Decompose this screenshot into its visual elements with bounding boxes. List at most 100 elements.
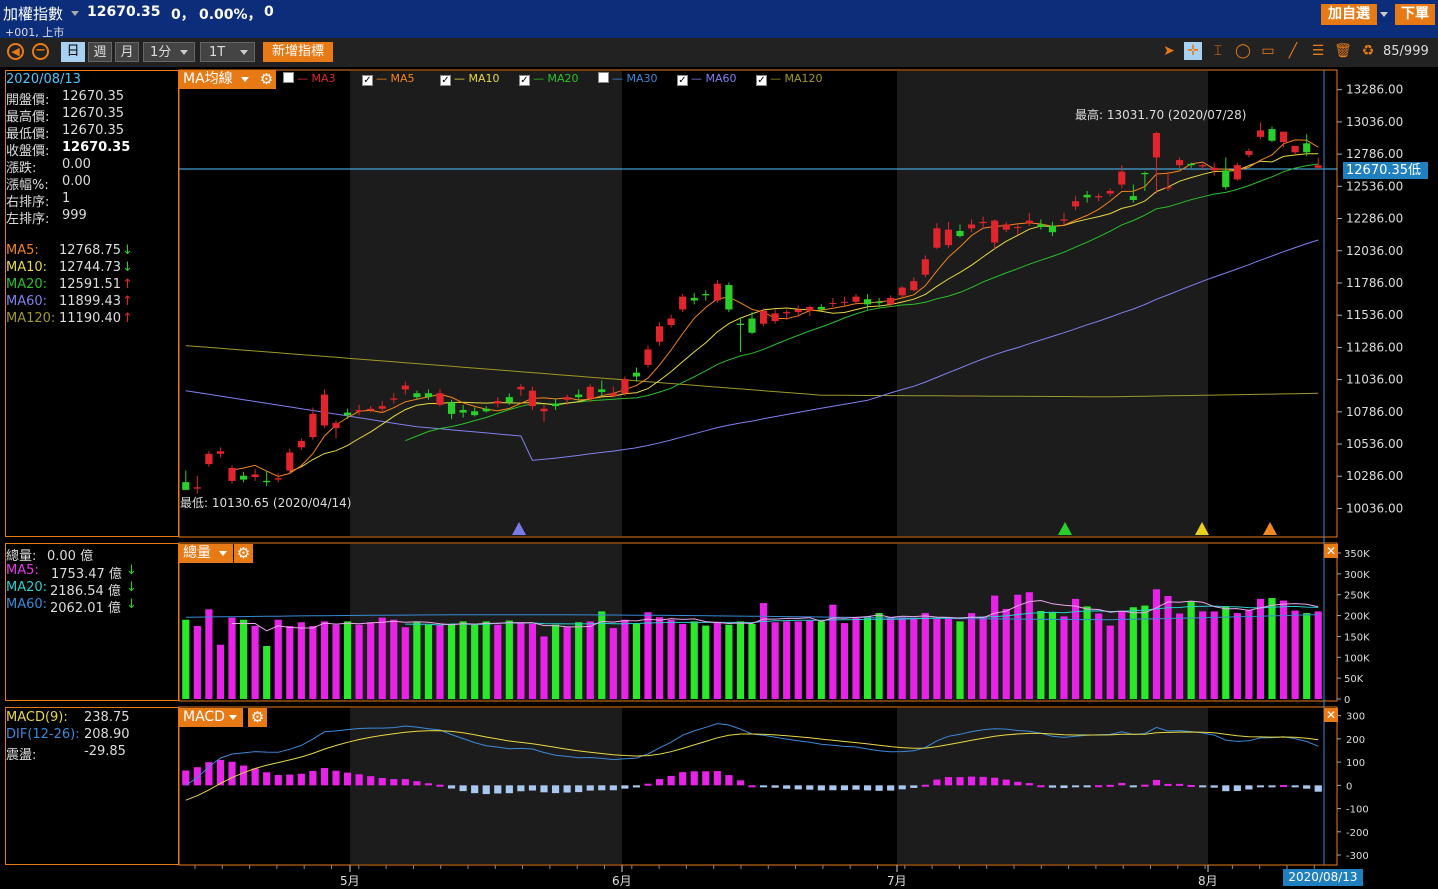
candle bbox=[679, 294, 687, 313]
volume-indicator-tag[interactable]: 總量 bbox=[179, 544, 233, 563]
add-watchlist-button[interactable]: 加自選 bbox=[1321, 4, 1377, 25]
candle-body bbox=[933, 228, 941, 248]
low-label: 最低價: bbox=[6, 127, 50, 142]
macd-osc-bar bbox=[759, 785, 768, 788]
trash-icon[interactable]: 🗑 bbox=[1334, 43, 1352, 59]
vertical-line-icon[interactable]: ⌶ bbox=[1213, 43, 1223, 59]
minute-select[interactable]: 1分 bbox=[143, 42, 195, 62]
candle-body bbox=[1245, 151, 1253, 155]
macd-osc-bar bbox=[794, 785, 802, 790]
x-axis-label: 8月 bbox=[1198, 874, 1218, 888]
candle-body bbox=[1152, 132, 1161, 158]
recycle-icon[interactable]: ♻ bbox=[1361, 43, 1375, 59]
period-month-button[interactable]: 月 bbox=[115, 42, 139, 62]
macd-osc-bar bbox=[713, 771, 721, 786]
macd-osc-bar bbox=[1118, 782, 1126, 786]
crosshair-icon[interactable]: ✛ bbox=[1184, 42, 1202, 60]
candle bbox=[1256, 122, 1265, 140]
macd-osc-bar bbox=[540, 785, 548, 793]
macd-indicator-label: MACD bbox=[183, 709, 225, 725]
ma-settings-gear-icon[interactable]: ⚙ bbox=[257, 70, 276, 89]
period-week-button[interactable]: 週 bbox=[88, 42, 112, 62]
candle-body bbox=[390, 398, 398, 400]
trendline-icon[interactable]: ╱ bbox=[1288, 43, 1298, 59]
macd-settings-gear-icon[interactable]: ⚙ bbox=[248, 708, 267, 727]
period-day-button[interactable]: 日 bbox=[61, 42, 85, 62]
macd-osc-bar bbox=[390, 779, 398, 786]
symbol-name[interactable]: 加權指數 bbox=[3, 5, 64, 23]
rectangle-icon[interactable]: ▭ bbox=[1261, 43, 1275, 59]
macd-osc-bar bbox=[956, 777, 964, 786]
legend-item-ma20[interactable]: ✓ — MA20 bbox=[519, 72, 579, 86]
macd-osc-bar bbox=[783, 785, 791, 789]
volume-ma20-line bbox=[405, 605, 1319, 626]
volume-bar bbox=[228, 617, 236, 699]
volume-bar bbox=[424, 624, 433, 699]
macd-osc-bar bbox=[1279, 785, 1288, 788]
legend-checkbox[interactable] bbox=[283, 72, 294, 83]
macd-indicator-tag[interactable]: MACD bbox=[179, 708, 243, 727]
legend-item-ma10[interactable]: ✓ — MA10 bbox=[440, 72, 500, 86]
legend-checkbox[interactable]: ✓ bbox=[756, 75, 767, 86]
volume-bar bbox=[991, 595, 999, 699]
low-note: 最低: 10130.65 (2020/04/14) bbox=[180, 496, 352, 510]
candle-body bbox=[505, 397, 513, 403]
candle-body bbox=[1025, 220, 1033, 224]
candle bbox=[979, 216, 987, 228]
prev-icon[interactable]: ◀ bbox=[7, 43, 24, 60]
volume-close-icon[interactable]: ✕ bbox=[1324, 544, 1338, 558]
candle-body bbox=[725, 285, 733, 310]
candle-body bbox=[690, 297, 698, 301]
market-code: +001, 上市 bbox=[5, 26, 65, 39]
macd-osc-bar bbox=[494, 785, 502, 794]
volume-bar bbox=[713, 621, 721, 699]
legend-checkbox[interactable]: ✓ bbox=[440, 75, 451, 86]
tick-select[interactable]: 1T bbox=[200, 42, 255, 62]
ma60-arrow: ↑ bbox=[122, 294, 133, 309]
volume-bar bbox=[898, 617, 906, 699]
legend-item-ma30[interactable]: — MA30 bbox=[598, 72, 658, 85]
volume-bar bbox=[459, 621, 467, 699]
legend-item-ma3[interactable]: — MA3 bbox=[283, 72, 336, 85]
macd-tick-label: -100 bbox=[1346, 805, 1369, 816]
candle bbox=[667, 314, 675, 328]
legend-line: — bbox=[376, 72, 391, 85]
legend-item-ma60[interactable]: ✓ — MA60 bbox=[677, 72, 737, 86]
legend-checkbox[interactable]: ✓ bbox=[519, 75, 530, 86]
order-button[interactable]: 下單 bbox=[1395, 4, 1435, 25]
macd-osc-bar bbox=[1014, 781, 1022, 786]
legend-checkbox[interactable]: ✓ bbox=[677, 75, 688, 86]
horizontal-lines-icon[interactable]: ☰ bbox=[1311, 43, 1325, 59]
candle-body bbox=[193, 487, 201, 489]
macd-osc-bar bbox=[679, 772, 687, 786]
volume-bar bbox=[251, 626, 259, 699]
legend-checkbox[interactable]: ✓ bbox=[362, 75, 373, 86]
ma-indicator-tag[interactable]: MA均線 bbox=[179, 70, 257, 89]
volume-settings-gear-icon[interactable]: ⚙ bbox=[234, 544, 253, 563]
chart-canvas[interactable]: 13286.00 13036.00 12786.00 12536.00 12286.00… bbox=[0, 67, 1438, 887]
macd-close-icon[interactable]: ✕ bbox=[1324, 708, 1338, 722]
legend-line: — bbox=[454, 72, 469, 85]
ellipse-icon[interactable]: ◯ bbox=[1235, 43, 1251, 59]
minus-icon[interactable]: − bbox=[32, 43, 49, 60]
volume-bar bbox=[621, 619, 629, 699]
legend-label: MA30 bbox=[626, 72, 658, 85]
macd-osc-bar bbox=[182, 770, 190, 786]
macd-osc-bar bbox=[228, 761, 236, 786]
legend-item-ma5[interactable]: ✓ — MA5 bbox=[362, 72, 415, 86]
candle-body bbox=[783, 312, 791, 314]
pointer-icon[interactable]: ➤ bbox=[1163, 43, 1175, 59]
add-watchlist-dropdown-icon[interactable] bbox=[1380, 12, 1388, 17]
legend-item-ma120[interactable]: ✓ — MA120 bbox=[756, 72, 823, 86]
macd-osc-bar bbox=[829, 785, 837, 791]
candle bbox=[967, 219, 976, 233]
volume-bar bbox=[979, 616, 987, 699]
macd-osc-bar bbox=[667, 775, 675, 786]
candle-body bbox=[702, 294, 710, 296]
legend-checkbox[interactable] bbox=[598, 72, 609, 83]
add-indicator-button[interactable]: 新增指標 bbox=[263, 42, 333, 62]
volume-value: 0 bbox=[264, 4, 274, 20]
candle-body bbox=[621, 379, 629, 394]
symbol-dropdown-icon[interactable] bbox=[71, 11, 79, 16]
ma10-arrow: ↓ bbox=[122, 260, 133, 275]
